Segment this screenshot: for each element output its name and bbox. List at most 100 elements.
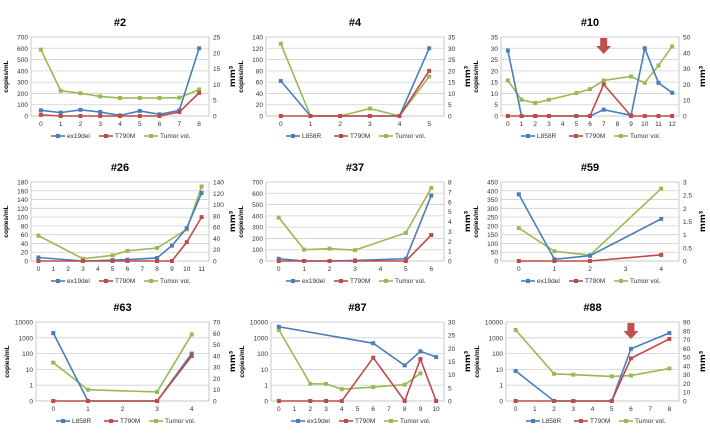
data-point-l858r [667,331,672,336]
x-tick-label: 2 [121,406,125,413]
data-point-t790m [403,259,408,263]
legend-label: L858R [537,133,556,140]
y-tick-label: 180 [17,180,28,187]
y2-axis-label: mm³ [463,65,470,87]
data-point-t790m [80,259,85,263]
y-axis-label: copies/mL [473,60,480,92]
legend-label: Tumor vol. [630,133,661,140]
data-point-tumorvol [519,97,524,102]
data-point-t790m [308,399,313,403]
chart-title: #4 [349,17,362,29]
data-point-tumorvol [197,87,202,92]
y2-tick-label: 10 [213,387,221,394]
y-tick-label: 300 [17,80,28,87]
data-point-tumorvol [367,106,372,111]
y2-tick-label: 10 [448,372,456,379]
legend-label: ex19del [67,133,90,140]
y2-axis-label: mm³ [698,210,705,232]
y2-tick-label: 80 [213,213,221,220]
y2-tick-label: 0 [213,114,217,121]
y-tick-label: 450 [487,180,498,187]
data-point-tumorvol [36,233,41,238]
y2-tick-label: 0 [448,259,452,266]
data-point-t790m [85,399,90,403]
y-tick-label: 60 [21,232,29,239]
legend-marker [56,279,60,283]
chart-37: #37 0 100 200 300 400 500 600 700 0 1 2 3 4 5 6 7 8 0 1 2 3 4 5… [235,145,474,288]
series-line-t790m [280,70,430,117]
x-tick-label: 6 [158,121,162,128]
x-tick-label: 7 [387,406,391,413]
x-tick-label: 3 [571,406,575,413]
x-tick-label: 3 [547,121,551,128]
y-tick-label: 80 [256,68,264,75]
data-point-ex19del [199,190,204,195]
legend-marker [339,134,343,138]
legend-marker [619,279,623,283]
legend-marker [579,419,583,423]
data-point-tumorvol [601,78,606,83]
legend-label: T790M [590,418,610,425]
data-point-t790m [628,356,633,361]
y2-tick-label: 25 [213,35,221,42]
legend-label: ex19del [537,278,560,285]
data-point-t790m [574,114,579,118]
x-tick-label: 11 [655,121,662,128]
y2-tick-label: 80 [683,328,691,335]
y-tick-label: 35 [491,35,499,42]
data-point-t790m [516,259,521,263]
y-tick-label: 150 [487,232,498,239]
y-tick-label: 350 [487,197,498,204]
chart-63: #63 0 1 10 100 1000 10000 0 10 20 30 40 50 60 70 0 1 2 3 4 c… [0,285,239,428]
x-tick-label: 2 [588,266,592,273]
legend-label: T790M [350,133,370,140]
y-tick-label: 600 [17,46,28,53]
data-point-l858r [278,79,283,84]
data-point-tumorvol [371,385,376,390]
data-point-tumorvol [189,332,194,337]
legend-marker [526,134,530,138]
data-point-l858r [628,346,633,351]
y-tick-label: 400 [252,213,263,220]
data-point-tumorvol [177,95,182,100]
data-point-t790m [427,68,432,73]
data-point-t790m [519,114,524,118]
y2-tick-label: 20 [683,381,691,388]
y-tick-label: 400 [17,68,28,75]
data-point-ex19del [276,324,281,329]
data-point-tumorvol [656,63,661,68]
series-line-t790m [518,254,662,262]
data-point-l858r [642,46,647,51]
data-point-tumorvol [533,101,538,106]
x-tick-label: 0 [37,266,41,273]
y-tick-label: 1000 [489,335,504,342]
data-point-tumorvol [571,372,576,377]
data-point-l858r [427,46,432,51]
chart-title: #26 [111,162,129,174]
legend-label: Tumor vol. [395,278,426,285]
data-point-tumorvol [609,374,614,379]
legend-label: T790M [585,278,605,285]
series-line-t790m [515,338,670,402]
data-point-t790m [197,90,202,95]
y2-tick-label: 20 [448,346,456,353]
y-tick-label: 100 [487,241,498,248]
data-point-tumorvol [642,80,647,85]
y2-tick-label: 50 [683,35,691,42]
legend-label: T790M [115,278,135,285]
plot-area [265,181,445,262]
data-point-tumorvol [155,246,160,251]
plot-area [35,321,210,402]
data-point-tumorvol [339,387,344,392]
data-point-t790m [588,259,592,263]
y-tick-label: 140 [17,197,28,204]
data-point-t790m [402,399,407,403]
data-point-t790m [546,114,551,118]
data-point-t790m [629,114,634,118]
x-tick-label: 0 [279,121,283,128]
data-point-ex19del [155,255,160,260]
data-point-tumorvol [516,226,521,231]
legend-marker [56,134,60,138]
data-point-t790m [51,399,56,403]
y-tick-label: 300 [252,225,263,232]
